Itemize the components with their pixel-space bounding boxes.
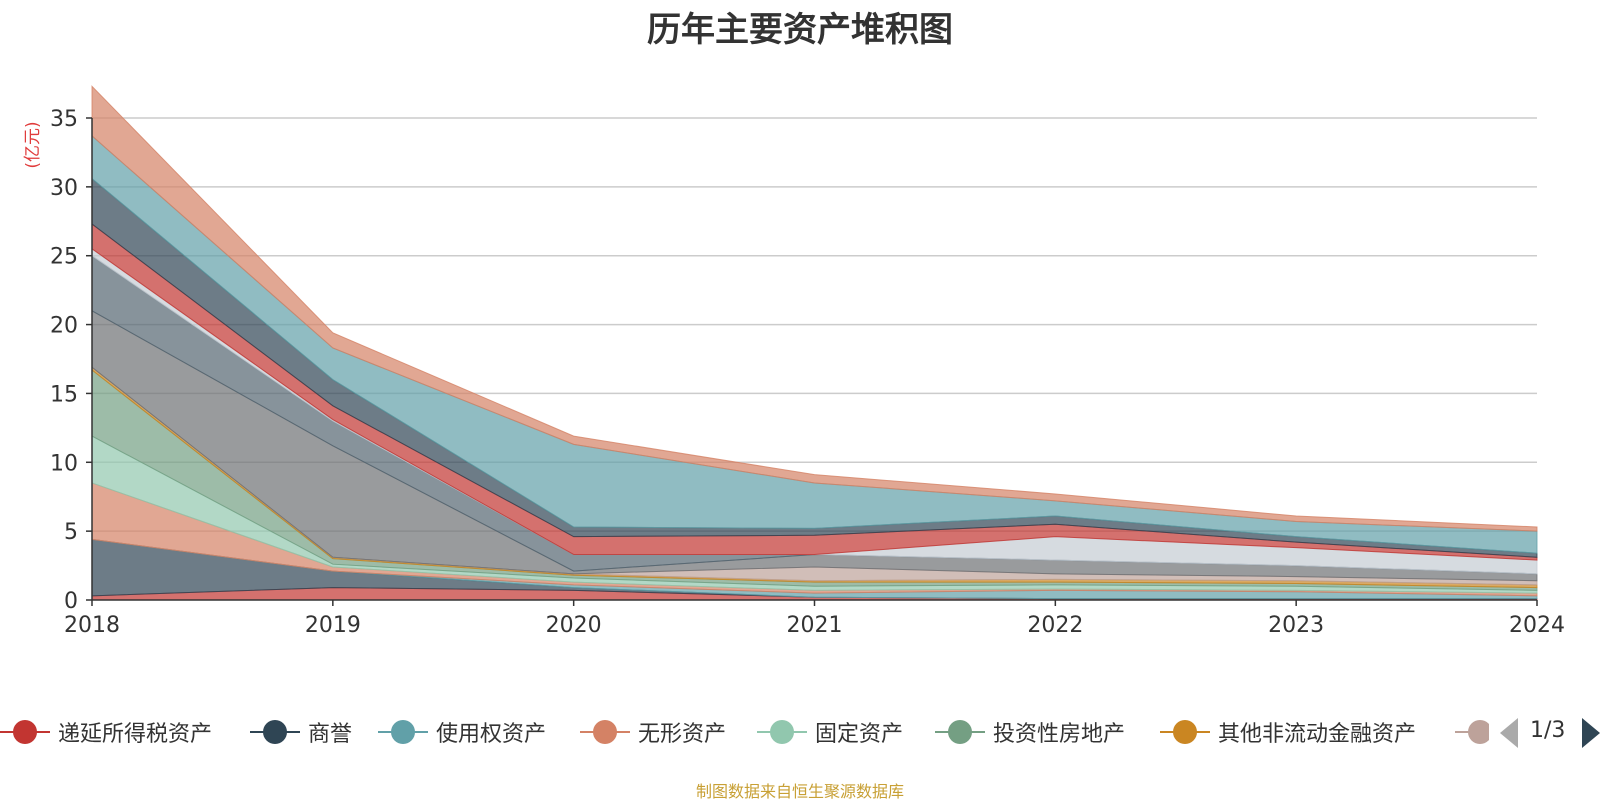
legend-item[interactable]: 无形资产 xyxy=(580,712,726,752)
legend-prev-page-icon[interactable] xyxy=(1500,718,1518,748)
x-tick-label: 2020 xyxy=(546,613,602,638)
legend: 递延所得税资产 商誉 使用权资产 无形资产 固定资产 投资性房地产 其他非流动金融资产 xyxy=(0,712,1600,752)
legend-label: 无形资产 xyxy=(638,722,727,747)
source-note: 制图数据来自恒生聚源数据库 xyxy=(695,782,904,801)
legend-swatch-icon xyxy=(757,712,807,752)
legend-item-partial[interactable] xyxy=(1455,712,1489,752)
x-tick-label: 2023 xyxy=(1268,613,1324,638)
y-tick-label: 25 xyxy=(50,245,78,270)
area-series-15[interactable] xyxy=(91,85,1538,532)
legend-swatch-icon xyxy=(935,712,985,752)
legend-page-indicator: 1/3 xyxy=(1530,718,1566,743)
legend-swatch-icon xyxy=(1455,712,1489,752)
legend-swatch-icon xyxy=(250,712,300,752)
x-tick-label: 2021 xyxy=(787,613,843,638)
y-tick-label: 10 xyxy=(50,451,78,476)
legend-label: 固定资产 xyxy=(815,722,904,747)
legend-item[interactable]: 投资性房地产 xyxy=(935,712,1125,752)
y-tick-label: 30 xyxy=(50,176,78,201)
legend-label: 使用权资产 xyxy=(436,722,547,747)
y-tick-label: 35 xyxy=(50,107,78,132)
legend-item[interactable]: 商誉 xyxy=(250,712,352,752)
legend-label: 商誉 xyxy=(308,722,353,747)
legend-item[interactable]: 递延所得税资产 xyxy=(0,712,212,752)
legend-next-page-icon[interactable] xyxy=(1582,718,1600,748)
y-tick-label: 5 xyxy=(64,520,78,545)
y-tick-label: 0 xyxy=(64,589,78,614)
y-axis-label: (亿元) xyxy=(23,121,43,168)
legend-label: 投资性房地产 xyxy=(993,722,1126,747)
legend-label: 其他非流动金融资产 xyxy=(1218,722,1417,747)
y-tick-label: 20 xyxy=(50,314,78,339)
x-tick-label: 2018 xyxy=(64,613,120,638)
legend-swatch-icon xyxy=(1160,712,1210,752)
x-tick-label: 2019 xyxy=(305,613,361,638)
legend-item[interactable]: 其他非流动金融资产 xyxy=(1160,712,1416,752)
legend-label: 递延所得税资产 xyxy=(58,722,213,747)
legend-swatch-icon xyxy=(378,712,428,752)
chart-title: 历年主要资产堆积图 xyxy=(647,10,953,50)
legend-pager: 1/3 xyxy=(1500,712,1600,752)
legend-item[interactable]: 固定资产 xyxy=(757,712,903,752)
legend-swatch-icon xyxy=(580,712,630,752)
legend-item[interactable]: 使用权资产 xyxy=(378,712,546,752)
x-tick-label: 2022 xyxy=(1027,613,1083,638)
legend-swatch-icon xyxy=(0,712,50,752)
x-tick-label: 2024 xyxy=(1509,613,1565,638)
y-tick-label: 15 xyxy=(50,382,78,407)
